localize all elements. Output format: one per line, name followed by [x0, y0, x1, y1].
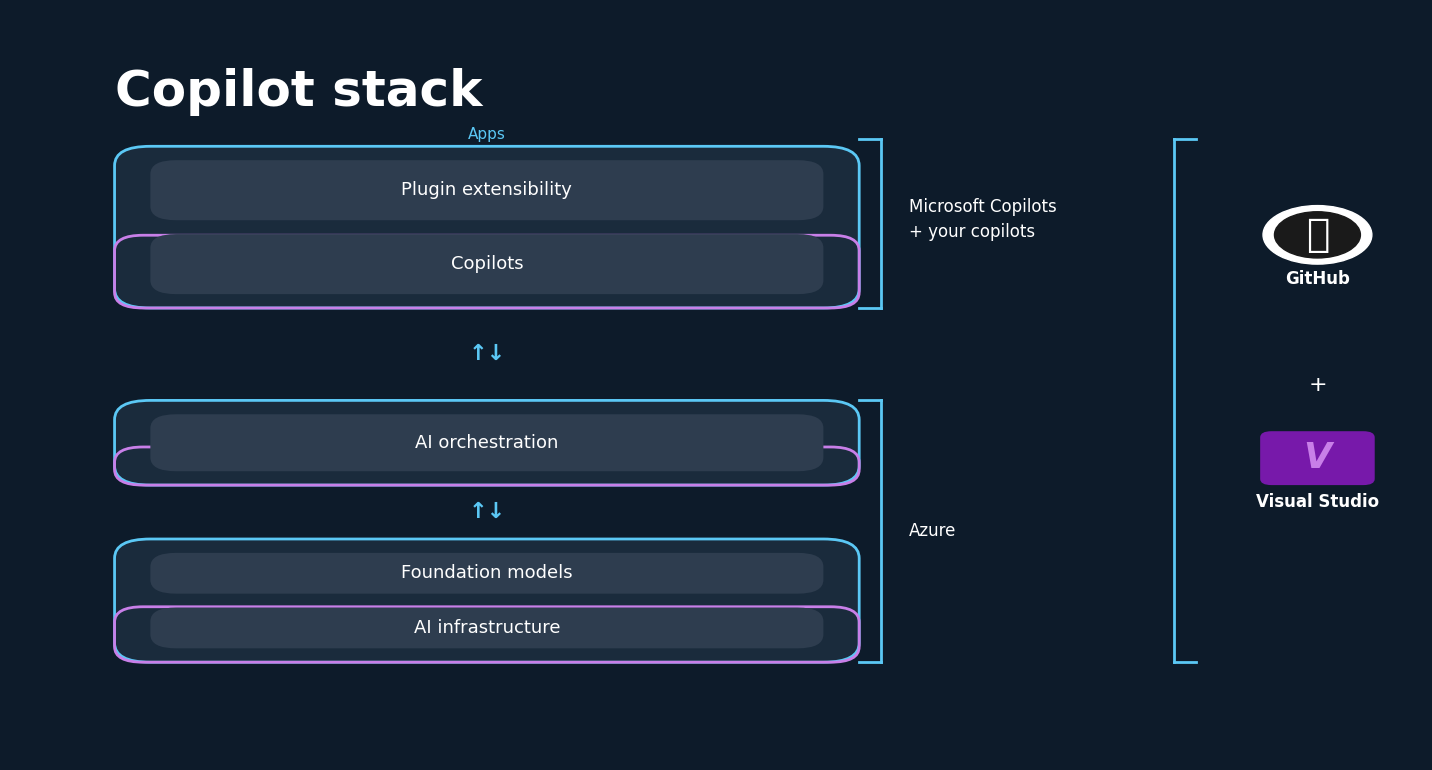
FancyBboxPatch shape [115, 539, 859, 662]
FancyBboxPatch shape [150, 160, 823, 220]
Text: :  [1306, 216, 1329, 254]
Text: AI infrastructure: AI infrastructure [414, 619, 560, 637]
Circle shape [1274, 212, 1360, 258]
Text: Foundation models: Foundation models [401, 564, 573, 582]
Text: V: V [1303, 441, 1332, 475]
FancyBboxPatch shape [150, 553, 823, 594]
FancyBboxPatch shape [150, 414, 823, 471]
Text: Plugin extensibility: Plugin extensibility [401, 181, 573, 199]
Text: AI orchestration: AI orchestration [415, 434, 558, 452]
Circle shape [1263, 206, 1372, 264]
Text: Microsoft Copilots
+ your copilots: Microsoft Copilots + your copilots [909, 198, 1057, 241]
FancyBboxPatch shape [150, 234, 823, 294]
Text: ↑↓: ↑↓ [468, 344, 505, 364]
Text: Azure: Azure [909, 522, 957, 541]
Text: Apps: Apps [468, 128, 505, 142]
Text: Copilots: Copilots [451, 255, 523, 273]
Text: Copilot stack: Copilot stack [115, 69, 483, 116]
Text: GitHub: GitHub [1285, 270, 1350, 287]
Text: +: + [1307, 375, 1327, 395]
FancyBboxPatch shape [115, 400, 859, 485]
FancyBboxPatch shape [115, 146, 859, 308]
Text: Visual Studio: Visual Studio [1256, 493, 1379, 511]
FancyBboxPatch shape [1260, 431, 1375, 485]
FancyBboxPatch shape [150, 608, 823, 648]
Text: ↑↓: ↑↓ [468, 502, 505, 522]
